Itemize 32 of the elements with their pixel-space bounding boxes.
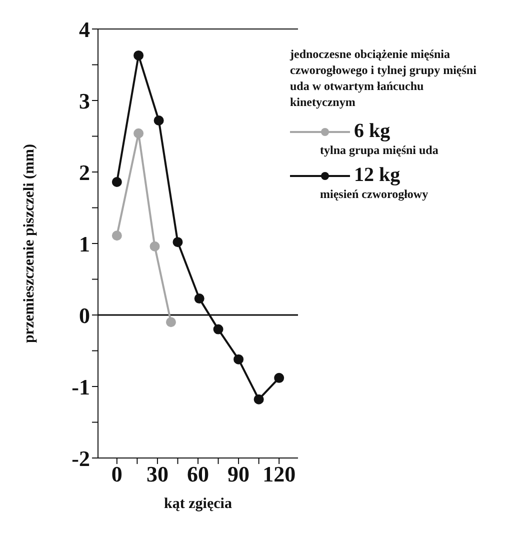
- y-tick-label: 3: [79, 88, 90, 114]
- y-tick-label: 0: [79, 302, 90, 328]
- y-axis-title: przemieszczenie piszczeli (mm): [21, 144, 38, 344]
- point: [112, 230, 122, 241]
- point: [134, 128, 144, 138]
- point: [150, 241, 160, 252]
- legend-title: jednoczesne obciążenie mięśnia czworogłowego i tylnej grupy mięśni uda w otwartym łańcuchu kinetycznym: [290, 46, 478, 110]
- point: [254, 394, 264, 404]
- y-tick-label: -2: [72, 446, 90, 471]
- point: [194, 294, 204, 304]
- text: mięsień czworogłowy: [320, 187, 430, 202]
- x-tick-label: 60: [187, 462, 209, 487]
- point: [134, 50, 144, 60]
- text: tylna grupa mięśni uda: [320, 143, 440, 158]
- legend-label: 12 kg: [354, 164, 400, 187]
- x-tick-label: 30: [146, 462, 168, 487]
- legend-label: 6 kg: [354, 120, 390, 143]
- point: [213, 324, 224, 334]
- point: [172, 237, 183, 248]
- x-tick-label: 0: [111, 462, 122, 487]
- x-tick-label: 90: [228, 462, 250, 487]
- point: [234, 354, 244, 364]
- x-axis-title: kąt zgięcia: [164, 496, 232, 512]
- point: [154, 116, 164, 126]
- y-tick-label: 1: [79, 231, 90, 256]
- point: [112, 177, 122, 188]
- y-tick-label: 2: [79, 160, 90, 185]
- point: [274, 372, 284, 383]
- point: [166, 317, 176, 328]
- y-tick-label: 4: [79, 16, 90, 42]
- y-tick-label: -1: [72, 374, 90, 400]
- x-tick-label: 120: [262, 462, 296, 487]
